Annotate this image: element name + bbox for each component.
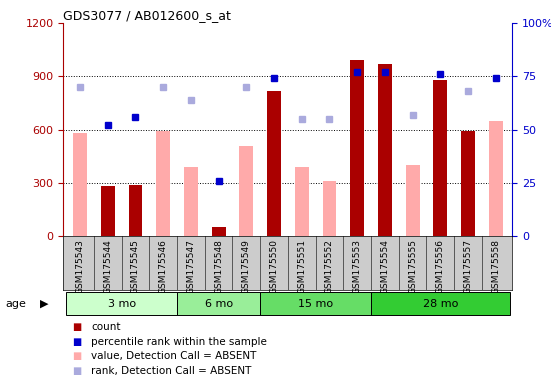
Bar (489, 121, 503, 236)
Bar (378, 64, 392, 236)
Text: GSM175554: GSM175554 (380, 239, 390, 294)
Bar (101, 187, 115, 236)
Text: ■: ■ (72, 337, 81, 347)
Bar (239, 146, 253, 236)
Text: GSM175550: GSM175550 (269, 239, 279, 294)
FancyBboxPatch shape (66, 292, 177, 316)
Bar (184, 167, 198, 236)
Text: count: count (91, 322, 121, 332)
Text: GSM175545: GSM175545 (131, 239, 140, 294)
Text: ■: ■ (72, 366, 81, 376)
Bar (406, 165, 419, 236)
Bar (212, 227, 225, 236)
Text: percentile rank within the sample: percentile rank within the sample (91, 337, 267, 347)
Text: ■: ■ (72, 322, 81, 332)
FancyBboxPatch shape (177, 292, 260, 316)
Text: GSM175549: GSM175549 (242, 239, 251, 294)
Bar (156, 131, 170, 236)
Text: GSM175553: GSM175553 (353, 239, 361, 294)
Text: GSM175552: GSM175552 (325, 239, 334, 294)
Text: GSM175543: GSM175543 (75, 239, 84, 294)
Bar (295, 167, 309, 236)
Bar (350, 60, 364, 236)
Bar (267, 91, 281, 236)
Text: GSM175547: GSM175547 (186, 239, 196, 294)
Text: GSM175551: GSM175551 (297, 239, 306, 294)
Text: GDS3077 / AB012600_s_at: GDS3077 / AB012600_s_at (63, 9, 231, 22)
Text: rank, Detection Call = ABSENT: rank, Detection Call = ABSENT (91, 366, 251, 376)
Text: 15 mo: 15 mo (298, 299, 333, 309)
FancyBboxPatch shape (371, 292, 510, 316)
Bar (322, 181, 337, 236)
Text: ▶: ▶ (40, 299, 48, 309)
Bar (128, 185, 142, 236)
Text: value, Detection Call = ABSENT: value, Detection Call = ABSENT (91, 351, 256, 361)
Bar (461, 131, 475, 236)
FancyBboxPatch shape (260, 292, 371, 316)
Text: 3 mo: 3 mo (107, 299, 136, 309)
Bar (434, 80, 447, 236)
Bar (73, 133, 87, 236)
Text: GSM175555: GSM175555 (408, 239, 417, 294)
Text: GSM175548: GSM175548 (214, 239, 223, 294)
Text: GSM175557: GSM175557 (463, 239, 473, 294)
Text: GSM175544: GSM175544 (103, 239, 112, 294)
Text: 6 mo: 6 mo (204, 299, 233, 309)
Text: GSM175558: GSM175558 (491, 239, 500, 294)
Text: GSM175556: GSM175556 (436, 239, 445, 294)
Text: ■: ■ (72, 351, 81, 361)
Text: 28 mo: 28 mo (423, 299, 458, 309)
Text: GSM175546: GSM175546 (159, 239, 168, 294)
Text: age: age (6, 299, 26, 309)
